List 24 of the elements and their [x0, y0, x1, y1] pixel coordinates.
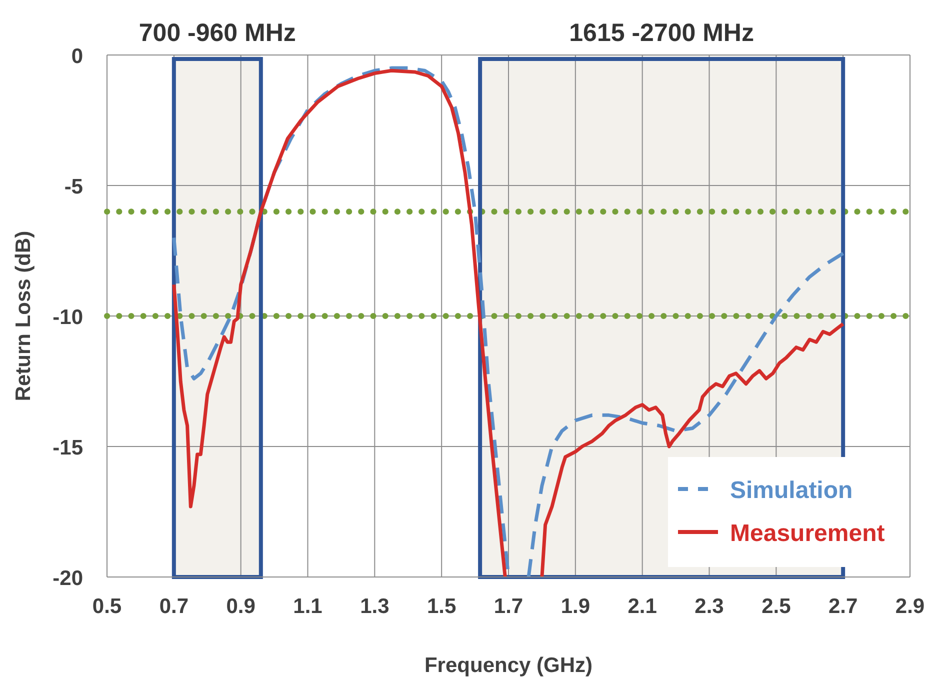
band-label: 700 -960 MHz: [138, 19, 296, 47]
x-tick-label: 1.5: [426, 595, 456, 618]
x-axis-title: Frequency (GHz): [424, 654, 593, 677]
x-tick-label: 2.7: [828, 595, 858, 618]
y-tick-label: 0: [71, 45, 83, 68]
x-tick-label: 0.9: [226, 595, 256, 618]
x-tick-label: 1.9: [560, 595, 590, 618]
x-tick-label: 2.9: [895, 595, 925, 618]
y-axis-title: Return Loss (dB): [12, 230, 35, 402]
y-tick-label: -15: [52, 436, 84, 460]
x-tick-label: 2.3: [694, 595, 724, 618]
x-tick-label: 2.5: [762, 595, 792, 618]
x-tick-label: 1.7: [494, 595, 524, 618]
y-tick-label: -20: [52, 567, 83, 590]
y-tick-label: -10: [52, 306, 83, 329]
x-tick-label: 1.1: [293, 595, 323, 618]
legend-label: Simulation: [730, 477, 853, 504]
x-tick-label: 0.7: [159, 595, 189, 618]
x-tick-label: 2.1: [628, 595, 658, 618]
x-tick-label: 1.3: [360, 595, 390, 618]
legend-label: Measurement: [730, 520, 885, 547]
x-tick-label: 0.5: [92, 595, 122, 618]
band-label: 1615 -2700 MHz: [569, 19, 754, 47]
y-tick-label: -5: [64, 176, 84, 198]
